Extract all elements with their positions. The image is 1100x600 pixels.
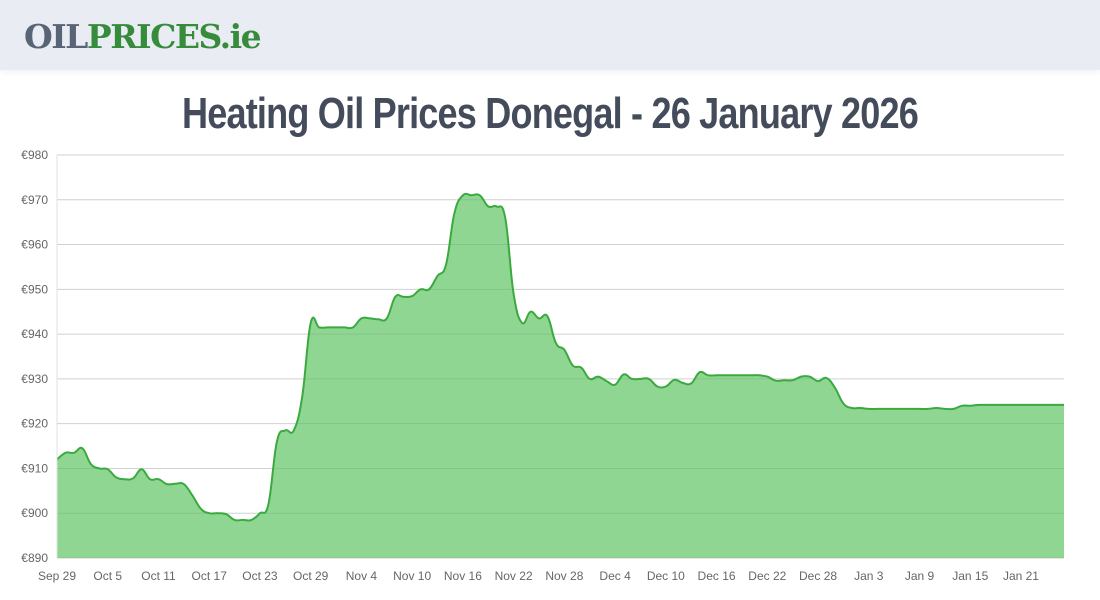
y-tick-label: €920 <box>21 417 48 431</box>
site-header: OILPRICES.ie <box>0 0 1100 70</box>
x-tick-label: Oct 17 <box>192 569 228 583</box>
x-tick-label: Dec 22 <box>748 569 786 583</box>
y-tick-label: €910 <box>21 461 48 475</box>
x-tick-label: Sep 29 <box>38 569 76 583</box>
x-tick-label: Jan 15 <box>952 569 988 583</box>
y-tick-label: €890 <box>21 551 48 565</box>
logo-text-oil: OIL <box>24 17 88 56</box>
x-tick-label: Nov 22 <box>495 569 533 583</box>
price-area-fill <box>57 193 1064 558</box>
x-tick-label: Nov 16 <box>444 569 482 583</box>
x-tick-label: Dec 16 <box>698 569 736 583</box>
x-tick-label: Oct 29 <box>293 569 329 583</box>
x-tick-label: Dec 10 <box>647 569 685 583</box>
x-tick-label: Oct 5 <box>93 569 122 583</box>
y-tick-label: €980 <box>21 148 48 162</box>
y-tick-label: €960 <box>21 238 48 252</box>
price-chart[interactable]: €890 €900 €910 €920 €930 €940 €950 €960 €970 €980… <box>0 140 1100 600</box>
x-tick-label: Oct 23 <box>242 569 278 583</box>
x-tick-label: Jan 21 <box>1003 569 1039 583</box>
logo-text-prices: PRICES.ie <box>86 17 262 56</box>
x-tick-label: Dec 28 <box>799 569 837 583</box>
site-logo[interactable]: OILPRICES.ie <box>24 17 262 57</box>
page-title: Heating Oil Prices Donegal - 26 January … <box>182 89 919 138</box>
y-tick-label: €940 <box>21 327 48 341</box>
price-line <box>56 192 1064 522</box>
y-tick-label: €930 <box>21 372 48 386</box>
x-tick-label: Nov 28 <box>545 569 583 583</box>
x-axis: Sep 29 Oct 5 Oct 11 Oct 17 Oct 23 Oct 29 Nov 4… <box>38 569 1039 583</box>
y-axis: €890 €900 €910 €920 €930 €940 €950 €960 €970 €980 <box>21 148 48 565</box>
x-tick-label: Nov 10 <box>393 569 431 583</box>
y-tick-label: €950 <box>21 282 48 296</box>
x-tick-label: Nov 4 <box>346 569 378 583</box>
x-tick-label: Dec 4 <box>599 569 631 583</box>
y-tick-label: €970 <box>21 193 48 207</box>
x-tick-label: Jan 9 <box>905 569 935 583</box>
x-tick-label: Jan 3 <box>854 569 884 583</box>
y-tick-label: €900 <box>21 506 48 520</box>
x-tick-label: Oct 11 <box>141 569 176 583</box>
